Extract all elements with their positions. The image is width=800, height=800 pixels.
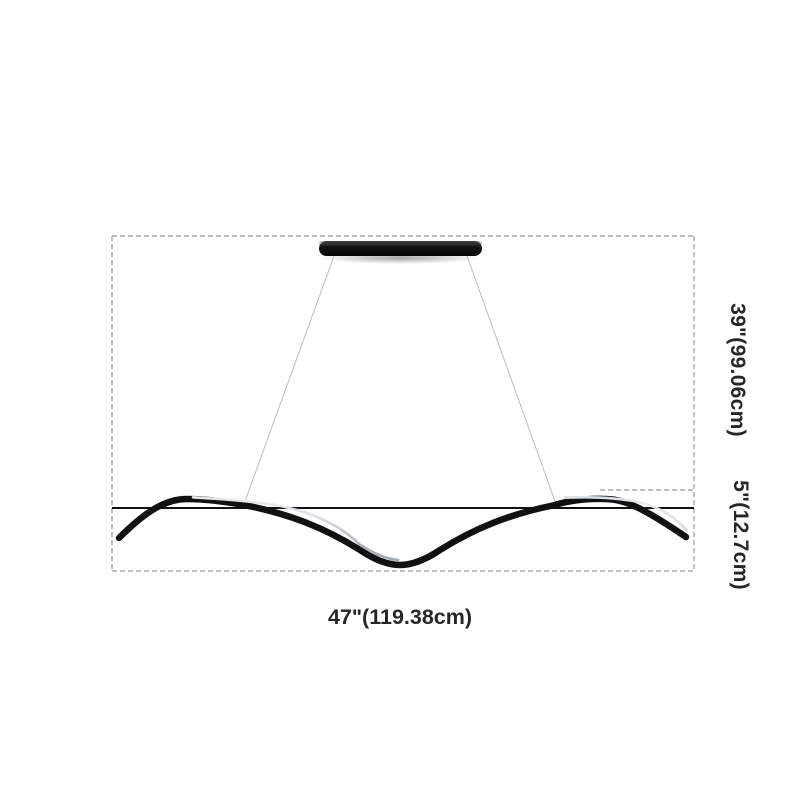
svg-text:47"(119.38cm): 47"(119.38cm): [328, 605, 472, 629]
svg-text:5"(12.7cm): 5"(12.7cm): [729, 480, 752, 590]
svg-text:39"(99.06cm): 39"(99.06cm): [726, 303, 749, 437]
